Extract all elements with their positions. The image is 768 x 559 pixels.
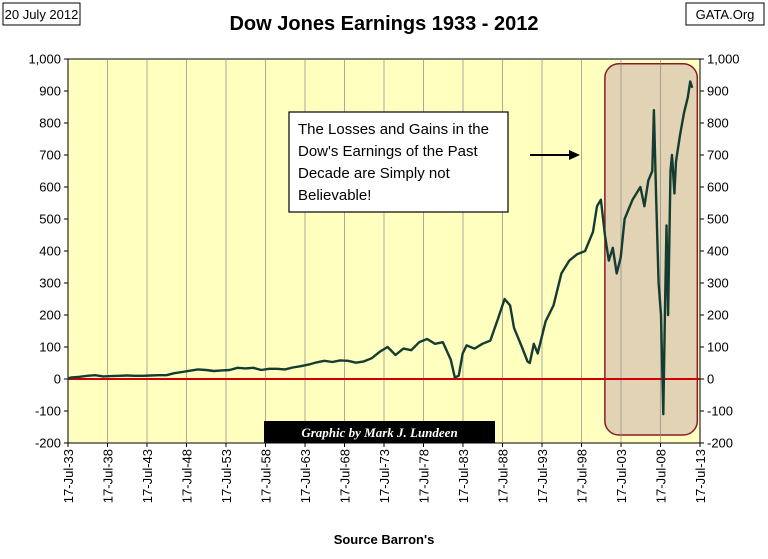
x-axis-label: Source Barron's bbox=[334, 532, 435, 547]
annotation-line-3: Decade are Simply not bbox=[298, 165, 451, 182]
x-tick-label: 17-Jul-38 bbox=[101, 449, 116, 503]
x-tick-label: 17-Jul-73 bbox=[377, 449, 392, 503]
y-tick-label-right: 200 bbox=[707, 308, 729, 323]
x-tick-label: 17-Jul-93 bbox=[535, 449, 550, 503]
y-tick-label-left: 600 bbox=[39, 180, 61, 195]
credit-text: Graphic by Mark J. Lundeen bbox=[301, 425, 457, 440]
y-tick-label-right: 500 bbox=[707, 212, 729, 227]
x-tick-label: 17-Jul-43 bbox=[140, 449, 155, 503]
date-box bbox=[2, 2, 81, 26]
x-tick-label: 17-Jul-58 bbox=[259, 449, 274, 503]
x-tick-label: 17-Jul-98 bbox=[575, 449, 590, 503]
y-tick-label-left: 500 bbox=[39, 212, 61, 227]
source-tag-label: GATA.Org bbox=[696, 7, 755, 22]
y-tick-label-right: 1,000 bbox=[707, 52, 740, 67]
y-tick-label-left: 700 bbox=[39, 148, 61, 163]
y-tick-label-right: 600 bbox=[707, 180, 729, 195]
y-tick-label-left: 900 bbox=[39, 84, 61, 99]
annotation-line-2: Dow's Earnings of the Past bbox=[298, 143, 478, 160]
annotation-line-4: Believable! bbox=[298, 187, 371, 204]
y-tick-label-left: 800 bbox=[39, 116, 61, 131]
highlight-region bbox=[604, 63, 699, 436]
y-tick-label-right: -100 bbox=[707, 404, 733, 419]
y-tick-label-right: 800 bbox=[707, 116, 729, 131]
y-tick-label-left: 400 bbox=[39, 244, 61, 259]
x-tick-label: 17-Jul-08 bbox=[654, 449, 669, 503]
chart-title: Dow Jones Earnings 1933 - 2012 bbox=[229, 13, 538, 35]
y-tick-label-right: -200 bbox=[707, 436, 733, 451]
y-tick-label-right: 700 bbox=[707, 148, 729, 163]
y-tick-label-left: 0 bbox=[54, 372, 61, 387]
x-tick-label: 17-Jul-53 bbox=[219, 449, 234, 503]
x-tick-label: 17-Jul-78 bbox=[417, 449, 432, 503]
x-tick-label: 17-Jul-33 bbox=[61, 449, 76, 503]
y-tick-label-right: 0 bbox=[707, 372, 714, 387]
x-tick-label: 17-Jul-83 bbox=[456, 449, 471, 503]
y-tick-label-left: -100 bbox=[35, 404, 61, 419]
x-tick-label: 17-Jul-13 bbox=[693, 449, 708, 503]
x-tick-label: 17-Jul-68 bbox=[338, 449, 353, 503]
y-tick-label-left: -200 bbox=[35, 436, 61, 451]
source-tag-box bbox=[685, 2, 765, 26]
x-tick-label: 17-Jul-88 bbox=[496, 449, 511, 503]
y-tick-label-right: 400 bbox=[707, 244, 729, 259]
y-tick-label-left: 100 bbox=[39, 340, 61, 355]
earnings-series-line bbox=[67, 80, 694, 416]
annotation-box bbox=[288, 111, 509, 213]
annotation-line-1: The Losses and Gains in the bbox=[298, 121, 489, 138]
y-tick-label-left: 300 bbox=[39, 276, 61, 291]
x-tick-label: 17-Jul-48 bbox=[180, 449, 195, 503]
y-tick-label-right: 900 bbox=[707, 84, 729, 99]
y-tick-label-left: 1,000 bbox=[28, 52, 61, 67]
date-label: 20 July 2012 bbox=[5, 7, 79, 22]
x-tick-label: 17-Jul-63 bbox=[298, 449, 313, 503]
y-tick-label-left: 200 bbox=[39, 308, 61, 323]
y-tick-label-right: 300 bbox=[707, 276, 729, 291]
y-tick-label-right: 100 bbox=[707, 340, 729, 355]
x-tick-label: 17-Jul-03 bbox=[614, 449, 629, 503]
annotation-arrow-head bbox=[569, 150, 580, 160]
credit-banner bbox=[264, 421, 495, 443]
